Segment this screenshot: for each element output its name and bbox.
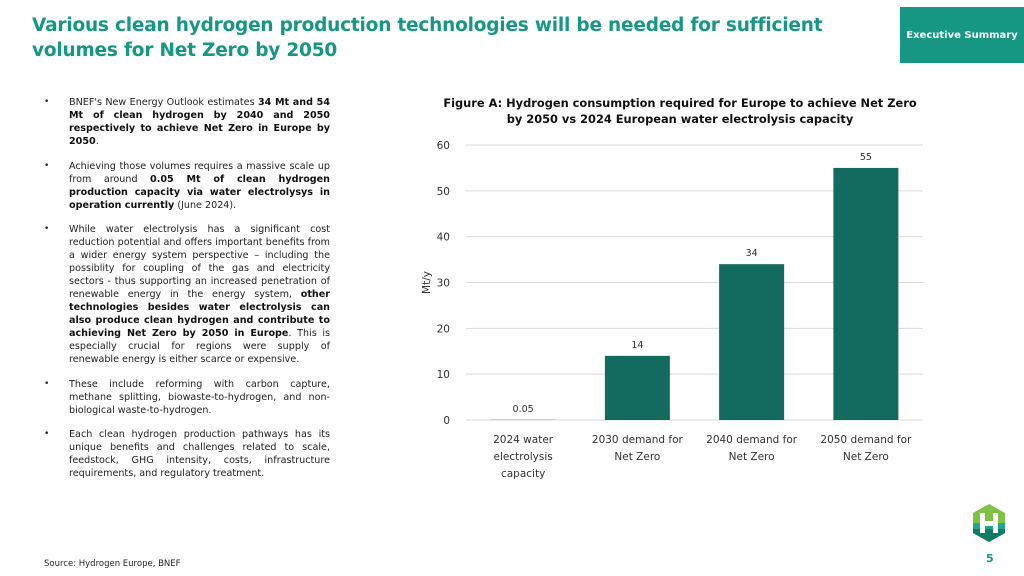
bullet-text: . This is especially crucial for regions… bbox=[69, 328, 330, 365]
bullet-bold-text: other technologies besides water electro… bbox=[69, 289, 330, 339]
bullet-item: BNEF's New Energy Outlook estimates 34 M… bbox=[44, 96, 330, 148]
page-number: 5 bbox=[986, 552, 994, 565]
bullet-item: Each clean hydrogen production pathways … bbox=[44, 428, 330, 480]
bullet-text: While water electrolysis has a significa… bbox=[69, 224, 330, 300]
bar bbox=[719, 264, 785, 420]
bullet-item: Achieving those volumes requires a massi… bbox=[44, 160, 330, 212]
bullet-bold-text: 0.05 Mt of clean hydrogen production cap… bbox=[69, 173, 330, 211]
x-tick-label: electrolysis bbox=[494, 451, 553, 463]
bullet-text: Each clean hydrogen production pathways … bbox=[69, 429, 330, 479]
hydrogen-logo-icon bbox=[972, 503, 1006, 543]
x-tick-label: 2050 demand for bbox=[820, 434, 912, 446]
chart-title: Figure A: Hydrogen consumption required … bbox=[443, 96, 917, 126]
bullet-text: These include reforming with carbon capt… bbox=[69, 378, 330, 416]
section-tab-executive-summary[interactable]: Executive Summary bbox=[900, 7, 1024, 63]
y-tick-label: 50 bbox=[437, 186, 450, 198]
x-tick-label: Net Zero bbox=[843, 451, 889, 463]
bar bbox=[833, 167, 899, 420]
bullet-text: . bbox=[95, 136, 99, 147]
x-tick-label: 2024 water bbox=[493, 434, 554, 446]
x-tick-label: capacity bbox=[501, 468, 545, 480]
data-label: 0.05 bbox=[513, 404, 534, 415]
source-note: Source: Hydrogen Europe, BNEF bbox=[44, 559, 181, 569]
page-title: Various clean hydrogen production techno… bbox=[32, 15, 823, 61]
y-tick-label: 20 bbox=[437, 323, 450, 335]
y-tick-label: 0 bbox=[443, 415, 450, 427]
y-axis-label: Mt/y bbox=[421, 271, 433, 294]
data-label: 34 bbox=[746, 248, 758, 259]
x-tick-label: 2040 demand for bbox=[706, 434, 798, 446]
y-tick-label: 60 bbox=[437, 140, 450, 152]
bullet-item: While water electrolysis has a significa… bbox=[44, 223, 330, 366]
x-tick-label: Net Zero bbox=[729, 451, 775, 463]
bar bbox=[604, 355, 670, 420]
x-tick-label: Net Zero bbox=[614, 451, 660, 463]
y-tick-label: 40 bbox=[437, 232, 450, 244]
bullet-text: Achieving those volumes requires a massi… bbox=[69, 160, 330, 185]
x-tick-label: 2030 demand for bbox=[592, 434, 684, 446]
bullet-text: (June 2024). bbox=[174, 199, 237, 211]
y-tick-label: 30 bbox=[437, 278, 450, 290]
data-label: 55 bbox=[860, 152, 872, 163]
bullet-text: BNEF's New Energy Outlook estimates bbox=[69, 97, 258, 108]
bullet-item: These include reforming with carbon capt… bbox=[44, 378, 330, 417]
data-label: 14 bbox=[631, 340, 643, 351]
bullet-list: BNEF's New Energy Outlook estimates 34 M… bbox=[44, 96, 330, 492]
y-tick-label: 10 bbox=[437, 369, 450, 381]
bullet-bold-text: 34 Mt and 54 Mt of clean hydrogen by 204… bbox=[69, 97, 330, 147]
